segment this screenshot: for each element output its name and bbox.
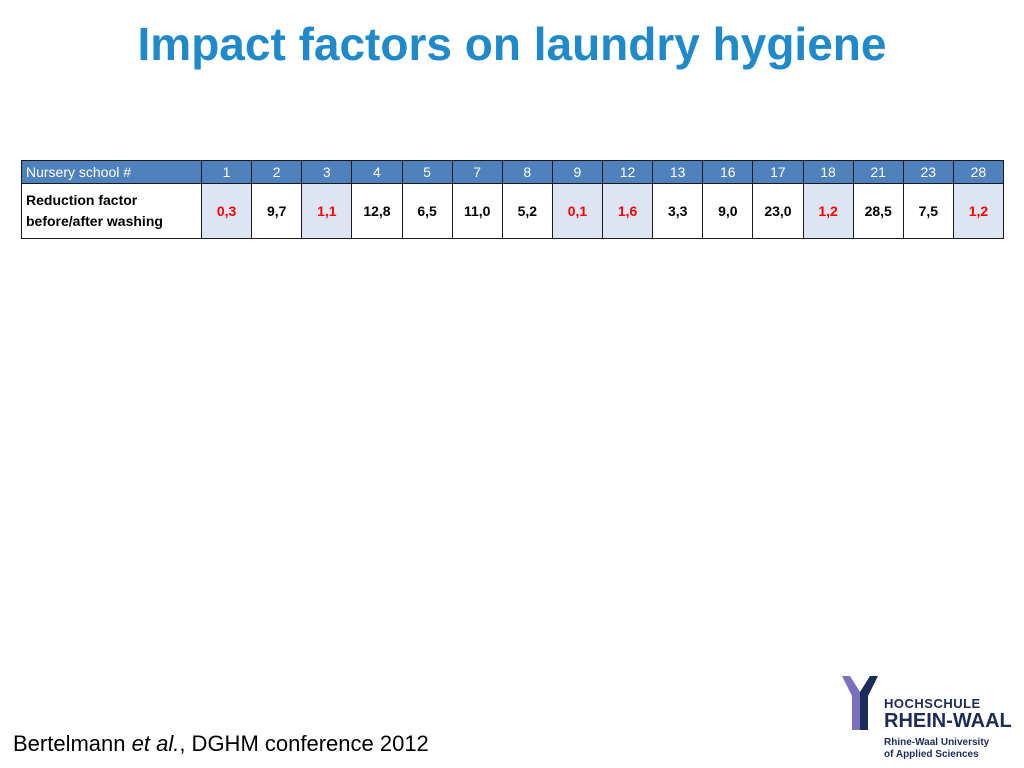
logo-line2: RHEIN-WAAL (884, 710, 1012, 732)
school-number-cell: 28 (952, 160, 1005, 184)
reduction-value-cell: 23,0 (752, 183, 804, 239)
logo-line1: HOCHSCHULE (884, 696, 981, 711)
reduction-value-cell: 6,5 (401, 183, 453, 239)
logo-line3: Rhine-Waal University (884, 737, 990, 748)
reduction-value-cell: 28,5 (852, 183, 904, 239)
row-label-line2: before/after washing (26, 213, 163, 229)
logo-mark-icon (842, 676, 878, 730)
reduction-value-cell: 1,1 (301, 183, 353, 239)
school-number-cell: 13 (652, 160, 704, 184)
citation: Bertelmann et al., DGHM conference 2012 (13, 730, 429, 758)
school-number-cell: 9 (551, 160, 604, 184)
row-label-line1: Reduction factor (26, 192, 138, 208)
school-number-cell: 2 (251, 160, 303, 184)
citation-etal: et al. (131, 731, 180, 756)
reduction-value-cell: 0,3 (200, 183, 253, 239)
reduction-value-cell: 0,1 (551, 183, 604, 239)
reduction-value-cell: 5,2 (501, 183, 553, 239)
university-logo: HOCHSCHULE RHEIN-WAAL Rhine-Waal Univers… (838, 670, 1018, 762)
row-label-cell: Reduction factor before/after washing (21, 183, 202, 239)
logo-line4: of Applied Sciences (884, 749, 979, 760)
school-number-cell: 1 (200, 160, 253, 184)
school-number-cell: 7 (451, 160, 503, 184)
school-number-cell: 8 (501, 160, 553, 184)
reduction-value-cell: 3,3 (652, 183, 704, 239)
reduction-value-cell: 12,8 (351, 183, 403, 239)
school-number-cell: 5 (401, 160, 453, 184)
citation-rest: , DGHM conference 2012 (179, 731, 429, 756)
school-number-cell: 23 (902, 160, 954, 184)
school-number-cell: 21 (852, 160, 904, 184)
school-number-cell: 16 (702, 160, 754, 184)
school-number-cell: 12 (601, 160, 654, 184)
citation-author: Bertelmann (13, 731, 132, 756)
reduction-value-cell: 7,5 (902, 183, 954, 239)
reduction-value-cell: 1,2 (952, 183, 1005, 239)
table-row: Reduction factor before/after washing 0,… (21, 183, 1005, 239)
school-number-cell: 17 (752, 160, 804, 184)
header-label-cell: Nursery school # (21, 160, 202, 184)
school-number-cell: 3 (301, 160, 353, 184)
slide-title: Impact factors on laundry hygiene (137, 18, 887, 70)
reduction-value-cell: 9,7 (251, 183, 303, 239)
table-header-row: Nursery school # 1 2 3 4 5 7 8 9 12 13 16 17 18 21 23 2… (21, 160, 1005, 184)
reduction-value-cell: 1,6 (601, 183, 654, 239)
school-number-cell: 18 (802, 160, 854, 184)
reduction-value-cell: 9,0 (702, 183, 754, 239)
school-number-cell: 4 (351, 160, 403, 184)
reduction-value-cell: 1,2 (802, 183, 854, 239)
logo-text: HOCHSCHULE RHEIN-WAAL Rhine-Waal Univers… (884, 696, 1012, 761)
reduction-factor-table: Nursery school # 1 2 3 4 5 7 8 9 12 13 16 17 18 21 23 2… (21, 160, 1005, 239)
reduction-value-cell: 11,0 (451, 183, 503, 239)
